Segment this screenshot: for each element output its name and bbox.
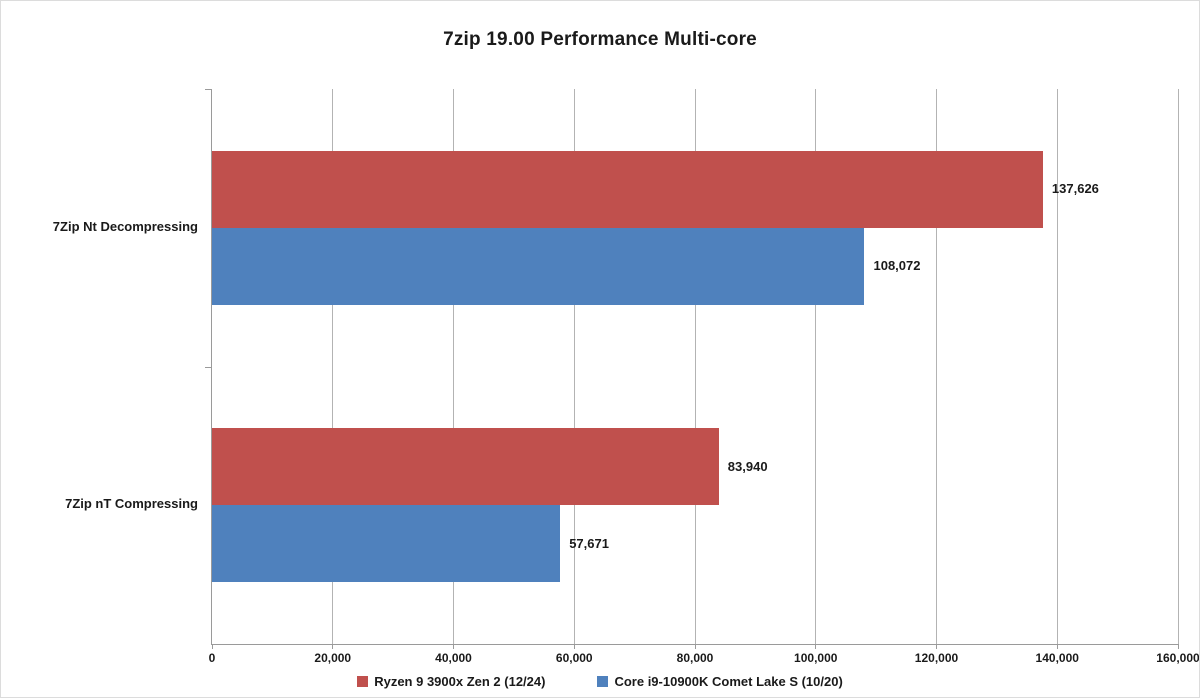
x-axis-tick [694,644,696,649]
x-axis-tick [211,644,213,649]
bar-value-label: 57,671 [569,535,609,551]
legend-swatch-icon [597,676,609,687]
x-axis-tick [573,644,575,649]
x-axis-tick-label: 140,000 [1035,651,1079,665]
y-axis-tick [205,89,212,90]
gridline [453,89,454,644]
bar-series1 [212,428,719,506]
category-label: 7Zip Nt Decompressing [52,218,198,234]
x-axis-tick-label: 60,000 [555,651,593,665]
x-axis-tick [1056,644,1058,649]
legend-label: Core i9-10900K Comet Lake S (10/20) [614,674,843,689]
x-axis-tick [453,644,454,649]
legend: Ryzen 9 3900x Zen 2 (12/24) Core i9-10900… [1,674,1199,689]
gridline [573,89,575,644]
x-axis-tick-label: 100,000 [794,651,838,665]
gridline [815,89,817,644]
chart-title: 7zip 19.00 Performance Multi-core [443,29,757,50]
gridline [936,89,937,644]
x-axis-tick-label: 120,000 [914,651,959,665]
legend-label: Ryzen 9 3900x Zen 2 (12/24) [374,674,546,689]
x-axis-tick-label: 160,000 [1156,651,1200,665]
bar-value-label: 137,626 [1051,181,1099,197]
x-axis-tick-label: 40,000 [435,651,472,665]
x-axis-tick-label: 0 [208,651,216,665]
y-axis-tick [205,366,212,368]
gridline [332,89,334,644]
gridline [694,89,696,644]
legend-item: Core i9-10900K Comet Lake S (10/20) [597,674,843,689]
x-axis-tick-label: 20,000 [314,651,352,665]
x-axis-tick [936,644,937,649]
bar-value-label: 83,940 [727,458,768,474]
category-label: 7Zip nT Compressing [65,496,198,512]
gridline [1177,89,1179,644]
x-axis-tick [332,644,334,649]
plot-area: 0 20,000 40,000 60,000 80,000 100,000 120,000 1… [53,89,1199,665]
bar-value-label: 108,072 [873,258,921,274]
legend-swatch-icon [357,676,369,687]
x-axis-tick-label: 80,000 [676,651,714,665]
bar-series2 [212,227,865,305]
bar-series1 [212,150,1043,228]
bar-series2 [212,505,561,583]
x-axis-tick [1177,644,1179,649]
legend-item: Ryzen 9 3900x Zen 2 (12/24) [357,674,545,689]
x-axis-tick [815,644,817,649]
gridline [1056,89,1058,644]
